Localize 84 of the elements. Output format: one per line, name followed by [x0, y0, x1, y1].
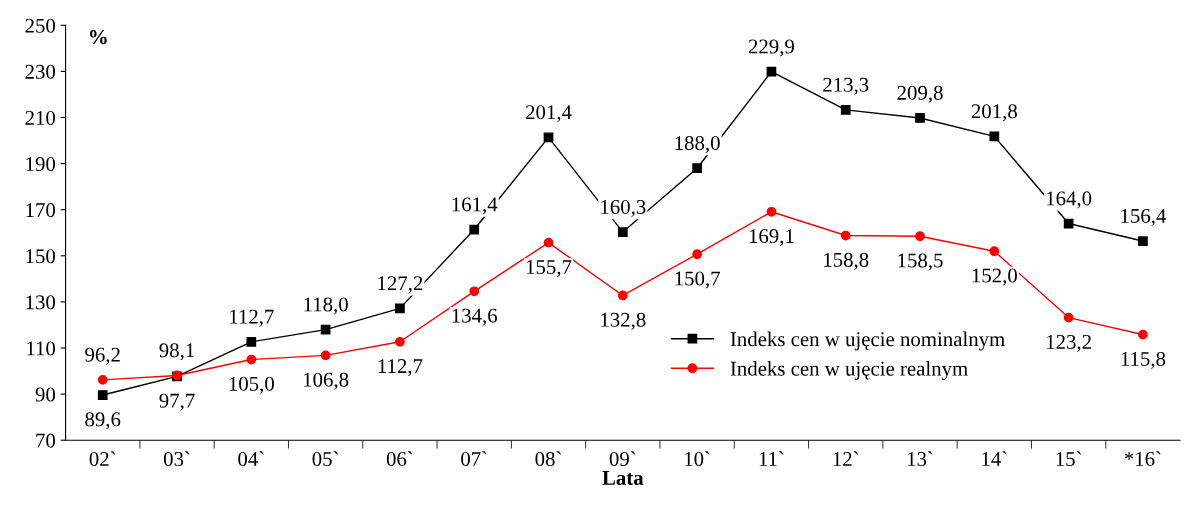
y-tick-label: 70: [36, 433, 56, 448]
x-tick-label: 02`: [89, 451, 116, 466]
point: [1063, 312, 1074, 323]
point: [543, 132, 554, 143]
data-label: 96,2: [85, 347, 120, 365]
point: [543, 237, 554, 248]
x-tick-label: 05`: [312, 451, 338, 466]
x-tick-label: *16`: [1124, 451, 1161, 466]
point: [989, 246, 1000, 257]
data-label: 188,0: [675, 136, 720, 154]
point: [469, 224, 480, 235]
data-label: 98,1: [159, 343, 194, 361]
point: [617, 227, 628, 237]
point: [97, 390, 108, 400]
data-label: 209,8: [897, 85, 943, 103]
data-label: 112,7: [230, 309, 274, 327]
data-label: 105,0: [229, 376, 274, 394]
y-tick-label: 190: [26, 156, 56, 172]
point: [97, 374, 108, 385]
x-tick-label: 07`: [461, 451, 487, 466]
y-tick-label: 110: [27, 341, 56, 356]
point: [915, 231, 925, 242]
data-label: 132,8: [601, 312, 646, 330]
point: [320, 350, 331, 361]
data-label: 164,0: [1047, 191, 1092, 209]
y-tick-label: 250: [25, 18, 56, 33]
data-label: 118,0: [304, 297, 348, 315]
data-label: 127,2: [378, 276, 423, 294]
data-label: 123,2: [1047, 334, 1091, 352]
y-tick-label: 210: [25, 110, 56, 125]
point: [1138, 236, 1148, 246]
point: [395, 303, 405, 314]
point: [617, 290, 628, 301]
x-tick-label: 13`: [907, 451, 933, 466]
data-label: 161,4: [452, 197, 498, 215]
point: [915, 113, 925, 123]
data-label: 201,8: [971, 104, 1017, 122]
data-label: 169,1: [749, 229, 794, 247]
data-label: 158,5: [898, 253, 943, 271]
x-tick-label: 11`: [759, 451, 784, 466]
point: [989, 131, 1000, 142]
data-label: 160,3: [601, 199, 646, 217]
data-label: 150,7: [675, 271, 720, 289]
data-label: 155,7: [526, 260, 572, 277]
point: [692, 249, 702, 260]
x-tick-label: 15`: [1056, 451, 1081, 466]
data-label: 89,6: [85, 412, 121, 430]
point: [840, 230, 851, 241]
data-label: 213,3: [823, 77, 869, 95]
data-label: 201,4: [526, 105, 572, 123]
x-tick-label: 12`: [833, 451, 859, 466]
data-label: 97,7: [159, 393, 195, 411]
point: [766, 206, 777, 217]
point: [246, 336, 257, 347]
y-tick-label: 150: [26, 249, 56, 264]
data-label: 156,4: [1121, 208, 1167, 226]
data-label: 152,0: [972, 268, 1017, 286]
y-axis-title: %: [89, 30, 107, 45]
data-label: 115,8: [1121, 351, 1166, 369]
y-tick-label: 230: [25, 64, 56, 79]
legend-label: Indeks cen w ujęcie nominalnym: [730, 331, 1005, 351]
data-label: 112,7: [378, 359, 423, 377]
point: [395, 336, 405, 347]
y-tick-label: 130: [26, 295, 56, 310]
point: [246, 354, 257, 365]
x-tick-label: 03`: [163, 451, 190, 466]
x-tick-label: 08`: [535, 451, 561, 466]
legend-label: Indeks cen w ujęcie realnym: [730, 361, 968, 380]
y-tick-label: 90: [35, 387, 56, 402]
x-tick-label: 14`: [982, 451, 1007, 466]
point: [469, 286, 480, 297]
x-axis-title: Lata: [602, 471, 644, 485]
point: [692, 163, 702, 174]
y-tick-label: 170: [26, 203, 56, 218]
data-label: 134,6: [452, 308, 498, 326]
data-label: 158,8: [824, 252, 869, 270]
x-tick-label: 04`: [238, 451, 264, 466]
data-label: 106,8: [304, 372, 349, 390]
point: [1138, 329, 1148, 340]
x-tick-label: 09`: [609, 451, 636, 466]
x-tick-label: 10`: [685, 451, 710, 466]
data-label: 229,9: [748, 39, 795, 57]
x-tick-label: 06`: [386, 451, 413, 466]
point: [840, 105, 851, 115]
